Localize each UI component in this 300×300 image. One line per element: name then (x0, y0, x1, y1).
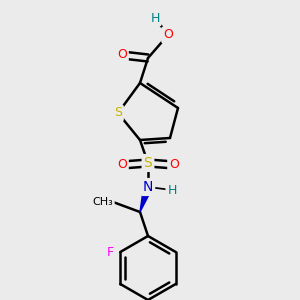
Polygon shape (140, 186, 152, 212)
Text: S: S (114, 106, 122, 119)
Text: O: O (169, 158, 179, 172)
Text: CH₃: CH₃ (92, 197, 113, 207)
Text: O: O (117, 49, 127, 62)
Text: H: H (150, 11, 160, 25)
Text: S: S (144, 156, 152, 170)
Text: F: F (107, 245, 114, 259)
Text: H: H (167, 184, 177, 196)
Text: O: O (163, 28, 173, 41)
Text: O: O (117, 158, 127, 172)
Text: N: N (143, 180, 153, 194)
